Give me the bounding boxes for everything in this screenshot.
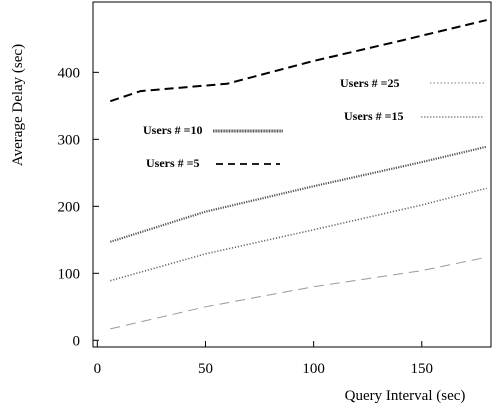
series-layer [109, 19, 487, 330]
legend-entry-users-5: Users # =5 [146, 156, 280, 170]
x-tick-label: 150 [411, 361, 434, 377]
y-tick-label: 400 [58, 65, 81, 81]
series-line-3 [110, 256, 487, 330]
x-axis-title: Query Interval (sec) [345, 388, 466, 404]
ticks-layer: 0 50 100 150 0 100 200 300 400 [58, 65, 434, 377]
legend-label-users-25: Users # =25 [340, 76, 400, 90]
y-axis-title: Average Delay (sec) [10, 44, 26, 166]
legend-label-users-15: Users # =15 [344, 109, 404, 123]
y-tick-label: 0 [73, 333, 81, 349]
plot-area-frame [92, 1, 492, 348]
series-line-0 [109, 19, 487, 103]
series-line-2 [110, 187, 487, 282]
legend-entry-users-10: Users # =10 [143, 123, 283, 137]
x-tick-label: 0 [94, 361, 102, 377]
series-line-1 [109, 145, 487, 243]
legend-entry-users-25: Users # =25 [340, 76, 484, 90]
x-tick-label: 50 [198, 361, 213, 377]
legend-label-users-10: Users # =10 [143, 123, 203, 137]
x-tick-label: 100 [302, 361, 325, 377]
y-tick-label: 300 [58, 132, 81, 148]
y-tick-label: 200 [58, 199, 81, 215]
legend-label-users-5: Users # =5 [146, 156, 200, 170]
legend-entry-users-15: Users # =15 [344, 109, 484, 123]
legend: Users # =25 Users # =15 Users # =10 User… [143, 76, 484, 170]
y-tick-label: 100 [58, 266, 81, 282]
